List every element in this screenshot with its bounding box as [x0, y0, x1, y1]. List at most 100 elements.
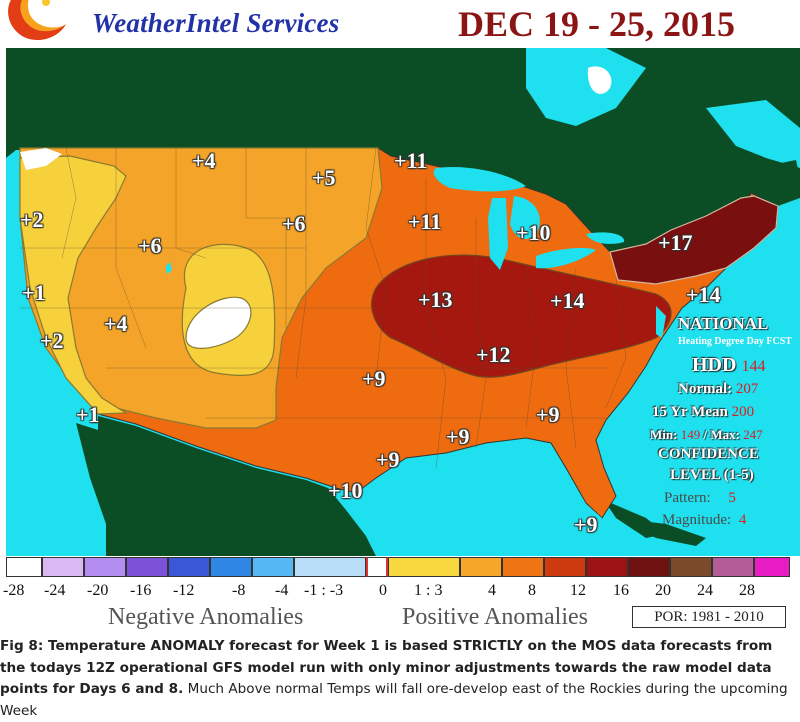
legend-tick: -16 [130, 582, 152, 599]
hdd-label: HDD [692, 354, 737, 376]
legend-swatch [294, 557, 366, 577]
anomaly-label: +2 [20, 207, 44, 232]
brand-title: WeatherIntel Services [92, 8, 340, 38]
anomaly-label: +9 [536, 402, 560, 427]
legend-tick: 20 [655, 582, 671, 599]
anomaly-label: +10 [328, 478, 363, 503]
legend-swatch [544, 557, 586, 577]
min-max-row: Min: 149 / Max: 247 [650, 427, 763, 443]
zero-anomaly-nw [20, 148, 62, 170]
legend-color-bar [6, 557, 790, 579]
legend-tick: -28 [3, 582, 25, 599]
negative-anomalies-label: Negative Anomalies [108, 604, 304, 630]
legend-tick: 8 [528, 582, 536, 599]
mean-label: 15 Yr Mean [652, 404, 728, 420]
confidence-label: CONFIDENCE [658, 446, 759, 462]
legend-swatch [252, 557, 294, 577]
anomaly-label: +1 [76, 402, 100, 427]
band-1-3-west [19, 155, 128, 415]
gulf-of-mexico [366, 440, 604, 556]
anomaly-label: +4 [104, 311, 128, 336]
max-label: / Max: [703, 427, 740, 442]
header: WeatherIntel Services DEC 19 - 25, 2015 [0, 0, 800, 48]
legend-tick: -24 [44, 582, 66, 599]
magnitude-label: Magnitude: [662, 512, 732, 528]
anomaly-label: +17 [658, 230, 693, 255]
hdd-subtitle: Heating Degree Day FCST [678, 336, 792, 347]
anomaly-label: +9 [574, 512, 598, 537]
legend-swatch [210, 557, 252, 577]
lake-ontario [586, 232, 625, 244]
lake-superior [433, 166, 526, 192]
legend-swatch [460, 557, 502, 577]
min-value: 149 [680, 427, 701, 442]
legend-swatch [126, 557, 168, 577]
anomaly-label: +4 [192, 148, 216, 173]
magnitude-row: Magnitude: 4 [662, 512, 746, 529]
cuba [616, 518, 706, 546]
anomaly-label: +6 [138, 233, 162, 258]
pattern-value: 5 [728, 490, 736, 506]
weatherintel-logo-icon [8, 0, 66, 41]
normal-row: Normal: 207 [678, 381, 758, 398]
legend-tick: 1 : 3 [414, 582, 443, 599]
legend-swatch [628, 557, 670, 577]
anomaly-label: +12 [476, 342, 511, 367]
level-label: LEVEL (1-5) [670, 467, 754, 483]
figure-caption: Fig 8: Temperature ANOMALY forecast for … [0, 636, 800, 722]
legend-tick: -20 [87, 582, 109, 599]
mean-value: 200 [731, 404, 755, 420]
legend-tick: 0 [379, 582, 387, 599]
chesapeake-bay [656, 306, 666, 338]
max-value: 247 [743, 427, 763, 442]
normal-value: 207 [735, 381, 759, 397]
legend-swatch [168, 557, 210, 577]
band-16 [609, 195, 779, 285]
pattern-label: Pattern: [664, 490, 711, 506]
magnitude-value: 4 [738, 512, 747, 528]
positive-anomalies-label: Positive Anomalies [402, 604, 588, 630]
caption-bold-text: Fig 8: Temperature ANOMALY forecast for … [0, 638, 773, 697]
hudson-bay [526, 48, 646, 126]
anomaly-label: +10 [516, 220, 551, 245]
canada-lake [587, 66, 612, 94]
legend-tick: 16 [613, 582, 629, 599]
st-lawrence-gulf [706, 100, 800, 168]
date-range-title: DEC 19 - 25, 2015 [458, 4, 735, 44]
great-salt-lake [166, 262, 172, 274]
period-of-record-box: POR: 1981 - 2010 [632, 606, 786, 628]
anomaly-label: +5 [312, 165, 336, 190]
hdd-value: 144 [741, 358, 766, 375]
anomaly-label: +11 [394, 148, 428, 173]
mexico-land [98, 416, 376, 556]
legend-swatch [586, 557, 628, 577]
legend-swatch [388, 557, 460, 577]
legend-tick: -12 [173, 582, 195, 599]
normal-label: Normal: [678, 381, 733, 397]
anomaly-label: +1 [22, 280, 46, 305]
legend-swatch [754, 557, 790, 577]
legend-tick: 12 [570, 582, 586, 599]
legend-tick: -4 [275, 582, 289, 599]
baja [76, 423, 118, 524]
lake-huron [510, 196, 540, 239]
band-12 [371, 254, 672, 378]
hdd-row: HDD 144 [692, 354, 765, 377]
legend-swatch [42, 557, 84, 577]
anomaly-label: +11 [408, 209, 442, 234]
anomaly-label: +13 [418, 287, 453, 312]
min-label: Min: [650, 427, 678, 442]
anomaly-label: +14 [550, 288, 585, 313]
lake-erie [536, 248, 596, 269]
anomaly-label: +9 [362, 366, 386, 391]
anomaly-label: +2 [40, 328, 64, 353]
legend-tick: 24 [697, 582, 713, 599]
legend-swatch [6, 557, 42, 577]
legend-tick: -8 [232, 582, 246, 599]
legend-swatch [502, 557, 544, 577]
legend-swatch [84, 557, 126, 577]
national-label: NATIONAL [678, 314, 769, 333]
legend-tick: -1 : -3 [304, 582, 344, 599]
state-lines [20, 147, 627, 469]
lake-michigan [488, 198, 508, 270]
